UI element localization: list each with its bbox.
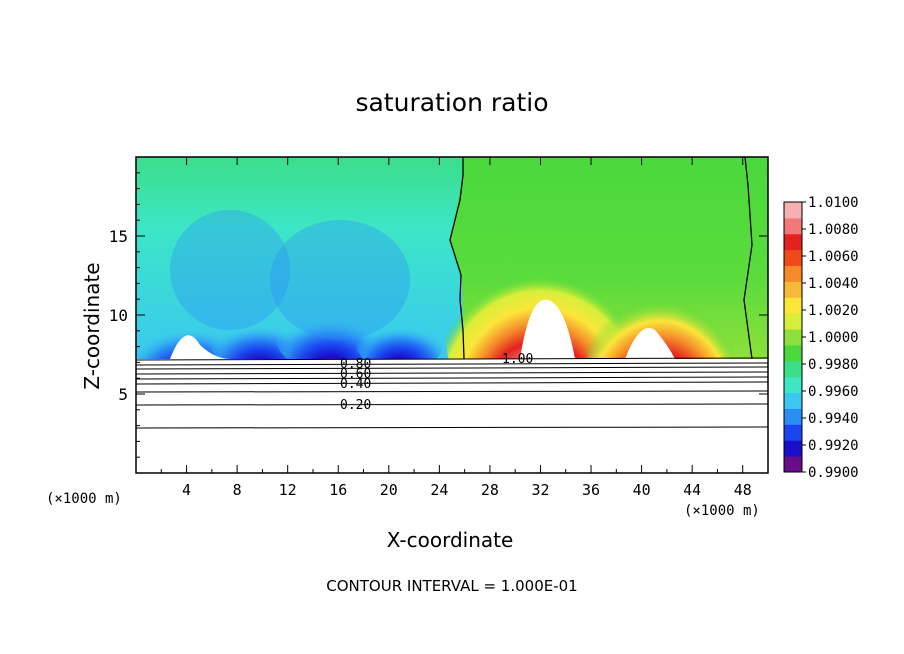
x-tick-label: 4 xyxy=(182,481,191,499)
colorbar-tick-label: 1.0060 xyxy=(808,249,859,265)
x-tick-label: 32 xyxy=(531,481,549,499)
contour-label-100: 1.00 xyxy=(502,352,533,367)
colorbar-tick-label: 0.9980 xyxy=(808,357,859,373)
colorbar-tick-label: 0.9960 xyxy=(808,384,859,400)
chart-title: saturation ratio xyxy=(355,88,549,117)
colorbar-swatch xyxy=(784,233,802,251)
colorbar-tick-label: 0.9940 xyxy=(808,411,859,427)
colorbar-swatch xyxy=(784,408,802,425)
colorbar-swatch xyxy=(784,360,802,378)
colorbar-swatch xyxy=(784,281,802,298)
x-tick-label: 44 xyxy=(683,481,701,499)
colorbar-swatch xyxy=(784,313,802,330)
colorbar-swatch xyxy=(784,202,802,219)
colorbar-swatch xyxy=(784,344,802,362)
contour-label-020: 0.20 xyxy=(340,398,371,413)
saturation-field xyxy=(136,157,768,473)
x-unit-label-left: (×1000 m) xyxy=(46,491,122,507)
colorbar-tick-label: 1.0080 xyxy=(808,222,859,238)
y-tick-label: 5 xyxy=(118,385,128,404)
colorbar-tick-label: 1.0100 xyxy=(808,195,859,211)
colorbar-swatch xyxy=(784,217,802,235)
x-axis-label: X-coordinate xyxy=(386,528,514,552)
colorbar-swatch xyxy=(784,376,802,394)
x-tick-label: 28 xyxy=(481,481,499,499)
colorbar-swatch xyxy=(784,424,802,441)
x-tick-label: 36 xyxy=(582,481,600,499)
y-axis-label: Z-coordinate xyxy=(80,262,104,390)
colorbar-tick-label: 0.9920 xyxy=(808,438,859,454)
y-tick-label: 15 xyxy=(109,227,128,246)
y-tick-label: 10 xyxy=(109,306,128,325)
x-unit-label-right: (×1000 m) xyxy=(684,503,760,519)
x-tick-label: 12 xyxy=(279,481,297,499)
x-tick-label: 40 xyxy=(633,481,651,499)
contour-lines xyxy=(136,357,768,429)
colorbar-swatch xyxy=(784,440,802,457)
x-tick-label: 8 xyxy=(233,481,242,499)
contour-label-040: 0.40 xyxy=(340,377,371,392)
y-axis: 5 10 15 xyxy=(109,172,768,458)
colorbar-swatch xyxy=(784,265,802,282)
colorbar-tick-label: 1.0020 xyxy=(808,303,859,319)
colorbar-tick-label: 1.0040 xyxy=(808,276,859,292)
colorbar-swatch xyxy=(784,249,802,267)
colorbar: 1.0100 1.0080 1.0060 1.0040 1.0020 1.0000 0.99… xyxy=(783,195,859,481)
contour-label-060: 0.60 xyxy=(340,367,371,382)
colorbar-swatch xyxy=(784,297,802,314)
x-axis: 4 8 12 16 20 24 28 32 36 40 44 48 xyxy=(160,157,752,499)
contour-interval-note: CONTOUR INTERVAL = 1.000E-01 xyxy=(326,577,578,595)
contour-labels: 0.80 0.60 0.40 0.20 1.00 xyxy=(340,352,533,413)
contour-label-080: 0.80 xyxy=(340,357,371,372)
x-tick-label: 20 xyxy=(380,481,398,499)
x-tick-label: 24 xyxy=(430,481,448,499)
colorbar-swatch xyxy=(784,329,802,346)
colorbar-tick-label: 1.0000 xyxy=(808,330,859,346)
x-tick-label: 16 xyxy=(329,481,347,499)
colorbar-swatch xyxy=(784,456,802,473)
colorbar-swatch xyxy=(784,392,802,409)
x-tick-label: 48 xyxy=(734,481,752,499)
colorbar-tick-label: 0.9900 xyxy=(808,465,859,481)
